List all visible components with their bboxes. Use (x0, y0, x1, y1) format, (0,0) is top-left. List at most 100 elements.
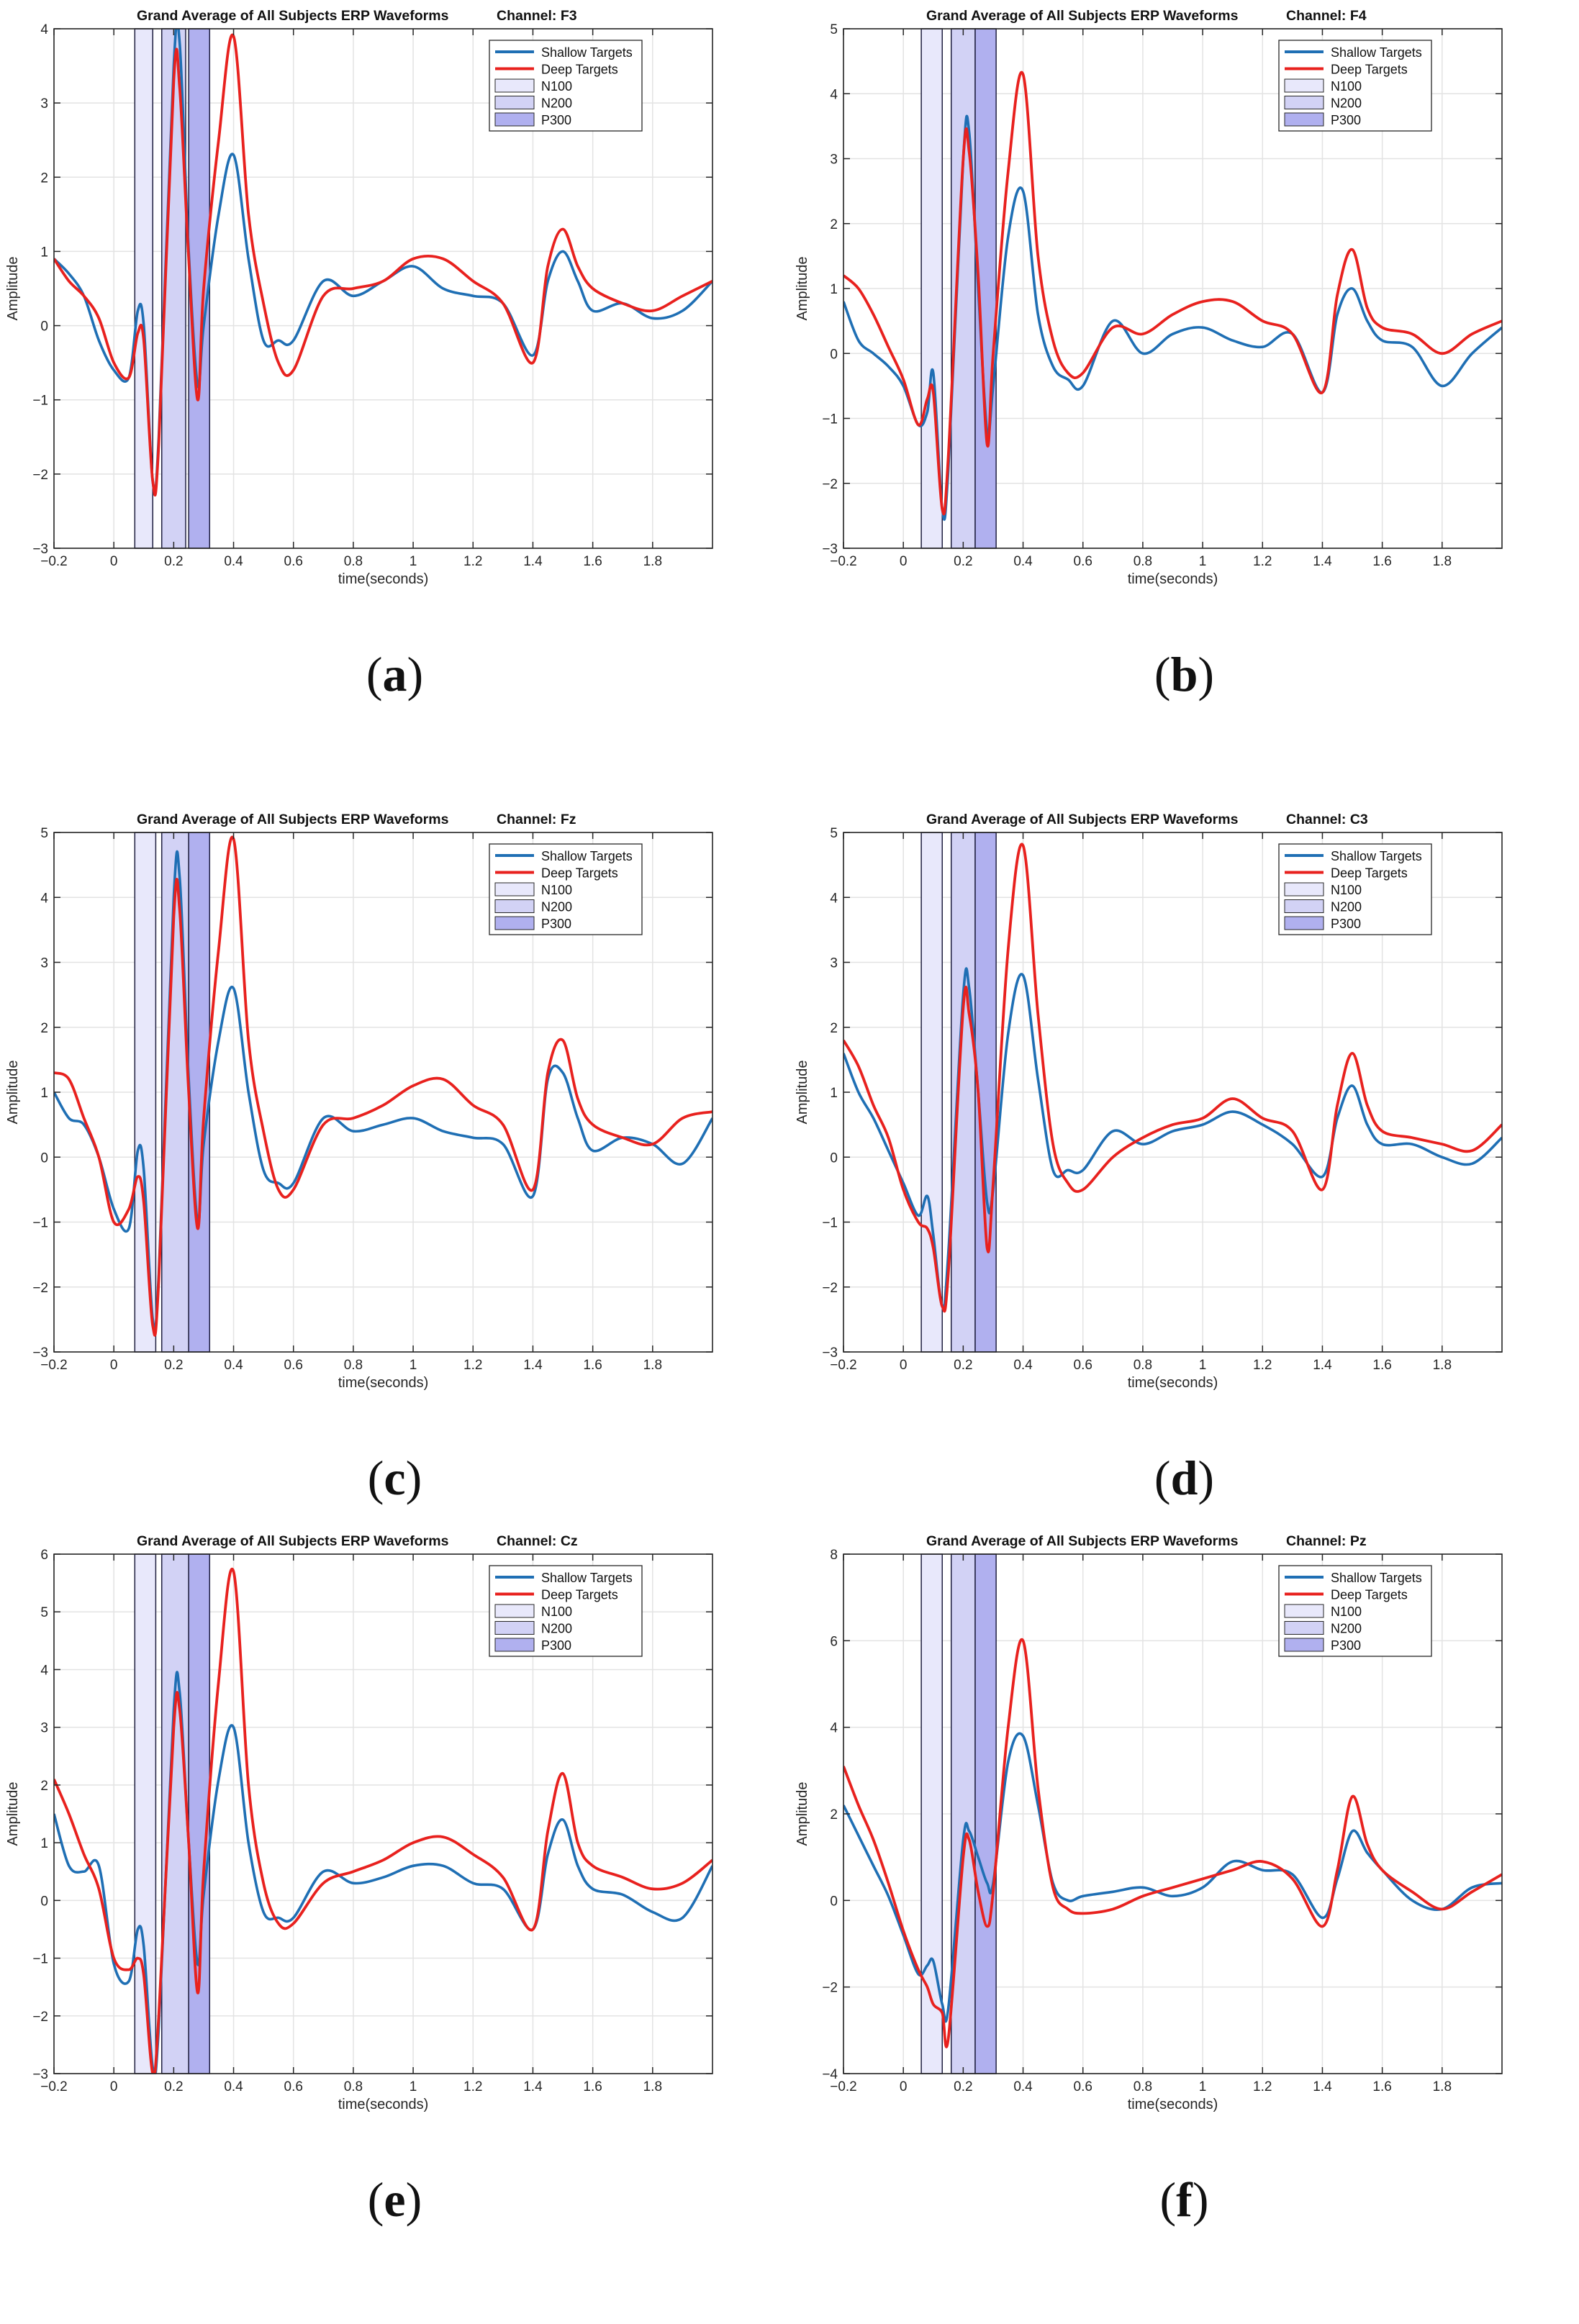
caption-close-paren: ) (1198, 647, 1215, 702)
x-tick-label: 1.2 (463, 1358, 482, 1373)
caption-close-paren: ) (405, 1451, 422, 1505)
x-tick-label: 0 (900, 1358, 908, 1373)
window-n100 (134, 28, 154, 549)
chart-title: Grand Average of All Subjects ERP Wavefo… (926, 1533, 1239, 1549)
legend: Shallow Targets Deep Targets N100 N200 P300 (1278, 843, 1432, 935)
y-tick-label: 4 (830, 87, 838, 102)
y-tick-label: −4 (822, 2067, 838, 2082)
chart-panel-b: −0.2 0 0.2 0.4 0.6 0.8 1 1.2 1.4 1.6 1.8 −3 −2 −1 0 1 2 3… (790, 0, 1579, 799)
y-tick-label: 1 (830, 1086, 838, 1101)
x-tick-label: −0.2 (40, 554, 68, 569)
legend-label: N200 (541, 96, 572, 111)
y-tick-label: 4 (40, 1663, 48, 1678)
x-tick-label: 0 (110, 554, 118, 569)
legend-swatch-n100 (1284, 882, 1324, 897)
legend-label: Deep Targets (1331, 866, 1408, 881)
y-tick-label: 0 (40, 1894, 48, 1909)
caption-open-paren: ( (1154, 647, 1171, 702)
caption-close-paren: ) (1192, 2172, 1209, 2227)
x-tick-label: 1.2 (1253, 1358, 1272, 1373)
series-line-deep (54, 33, 712, 497)
chart-title: Grand Average of All Subjects ERP Wavefo… (137, 8, 449, 24)
x-tick-label: 1 (1199, 2079, 1207, 2094)
window-n100 (920, 832, 944, 1353)
channel-label: Channel: Pz (1286, 1533, 1367, 1549)
legend-swatch-n100 (494, 78, 535, 93)
y-tick-label: 4 (40, 891, 48, 906)
legend-label: N200 (1331, 1622, 1362, 1636)
window-n100 (134, 832, 157, 1353)
legend-label: N200 (1331, 96, 1362, 111)
y-tick-label: 6 (830, 1634, 838, 1649)
legend-label: Shallow Targets (1331, 45, 1422, 60)
series-line-deep (843, 843, 1502, 1313)
x-tick-label: −0.2 (830, 1358, 857, 1373)
legend: Shallow Targets Deep Targets N100 N200 P300 (489, 1565, 643, 1657)
x-tick-label: 0.4 (224, 1358, 243, 1373)
legend-label: Shallow Targets (1331, 849, 1422, 863)
channel-label: Channel: C3 (1286, 812, 1368, 827)
y-axis-label: Amplitude (5, 257, 21, 321)
x-tick-label: 1.8 (643, 2079, 662, 2094)
x-tick-label: −0.2 (830, 2079, 857, 2094)
y-tick-label: 1 (40, 245, 48, 260)
y-tick-label: 3 (40, 956, 48, 971)
window-n200 (950, 1553, 976, 2074)
legend: Shallow Targets Deep Targets N100 N200 P300 (489, 843, 643, 935)
x-tick-label: 1.4 (523, 554, 543, 569)
x-tick-label: 0.6 (1074, 1358, 1092, 1373)
y-tick-label: 3 (40, 96, 48, 112)
x-tick-label: 1 (410, 1358, 417, 1373)
y-tick-label: 8 (830, 1548, 838, 1563)
y-axis-label: Amplitude (5, 1782, 21, 1846)
x-axis-label: time(seconds) (338, 1375, 429, 1391)
chart-svg: −0.2 0 0.2 0.4 0.6 0.8 1 1.2 1.4 1.6 1.8 −3 −2 −1 0 1 2 3… (5, 812, 713, 1391)
x-tick-label: 1.6 (583, 2079, 602, 2094)
x-tick-label: 0.8 (344, 554, 363, 569)
y-tick-label: 4 (830, 891, 838, 906)
caption-open-paren: ( (1154, 1451, 1171, 1505)
caption-open-paren: ( (367, 2172, 384, 2227)
x-tick-label: 0 (110, 2079, 118, 2094)
x-tick-label: 0.8 (1134, 2079, 1152, 2094)
legend-label: Deep Targets (541, 1588, 618, 1602)
x-tick-label: 1.4 (1313, 1358, 1332, 1373)
chart-panel-d: −0.2 0 0.2 0.4 0.6 0.8 1 1.2 1.4 1.6 1.8 −3 −2 −1 0 1 2 3… (790, 804, 1579, 1602)
legend-label: N200 (1331, 900, 1362, 914)
x-tick-label: 1.6 (1372, 554, 1391, 569)
window-n200 (950, 28, 976, 549)
y-tick-label: 0 (830, 1150, 838, 1166)
x-tick-label: 1.8 (1433, 2079, 1452, 2094)
chart-panel-e: −0.2 0 0.2 0.4 0.6 0.8 1 1.2 1.4 1.6 1.8 −3 −2 −1 0 1 2 3… (0, 1525, 790, 2324)
chart-title: Grand Average of All Subjects ERP Wavefo… (137, 812, 449, 827)
x-tick-label: 1.6 (583, 554, 602, 569)
caption-close-paren: ) (1198, 1451, 1215, 1505)
y-tick-label: 0 (40, 1150, 48, 1166)
window-p300 (974, 1553, 997, 2074)
channel-label: Channel: F3 (497, 8, 577, 24)
legend-label: Shallow Targets (1331, 1571, 1422, 1585)
legend: Shallow Targets Deep Targets N100 N200 P300 (1278, 1565, 1432, 1657)
chart-svg: −0.2 0 0.2 0.4 0.6 0.8 1 1.2 1.4 1.6 1.8 −3 −2 −1 0 1 2 3… (5, 8, 713, 587)
x-tick-label: 0.2 (164, 1358, 183, 1373)
legend-swatch-p300 (494, 1638, 535, 1652)
legend-label: P300 (1331, 917, 1361, 931)
y-axis-label: Amplitude (795, 1782, 810, 1846)
legend-swatch-n100 (494, 882, 535, 897)
x-tick-label: 1 (410, 2079, 417, 2094)
y-tick-label: 6 (40, 1548, 48, 1563)
x-tick-label: 1.4 (1313, 554, 1332, 569)
y-tick-label: −3 (32, 542, 48, 557)
x-tick-label: 0 (110, 1358, 118, 1373)
caption-letter: e (384, 2172, 406, 2227)
legend-swatch-n200 (1284, 899, 1324, 913)
x-tick-label: 1.2 (1253, 554, 1272, 569)
y-tick-label: 1 (830, 282, 838, 297)
series-line-shallow (843, 967, 1502, 1309)
chart-panel-c: −0.2 0 0.2 0.4 0.6 0.8 1 1.2 1.4 1.6 1.8 −3 −2 −1 0 1 2 3… (0, 804, 790, 1602)
y-tick-label: 5 (40, 1605, 48, 1620)
chart-svg: −0.2 0 0.2 0.4 0.6 0.8 1 1.2 1.4 1.6 1.8 −4 −2 0 2 4 6 8 G… (795, 1533, 1503, 2112)
y-tick-label: −3 (32, 2067, 48, 2082)
x-tick-label: 1.2 (463, 2079, 482, 2094)
